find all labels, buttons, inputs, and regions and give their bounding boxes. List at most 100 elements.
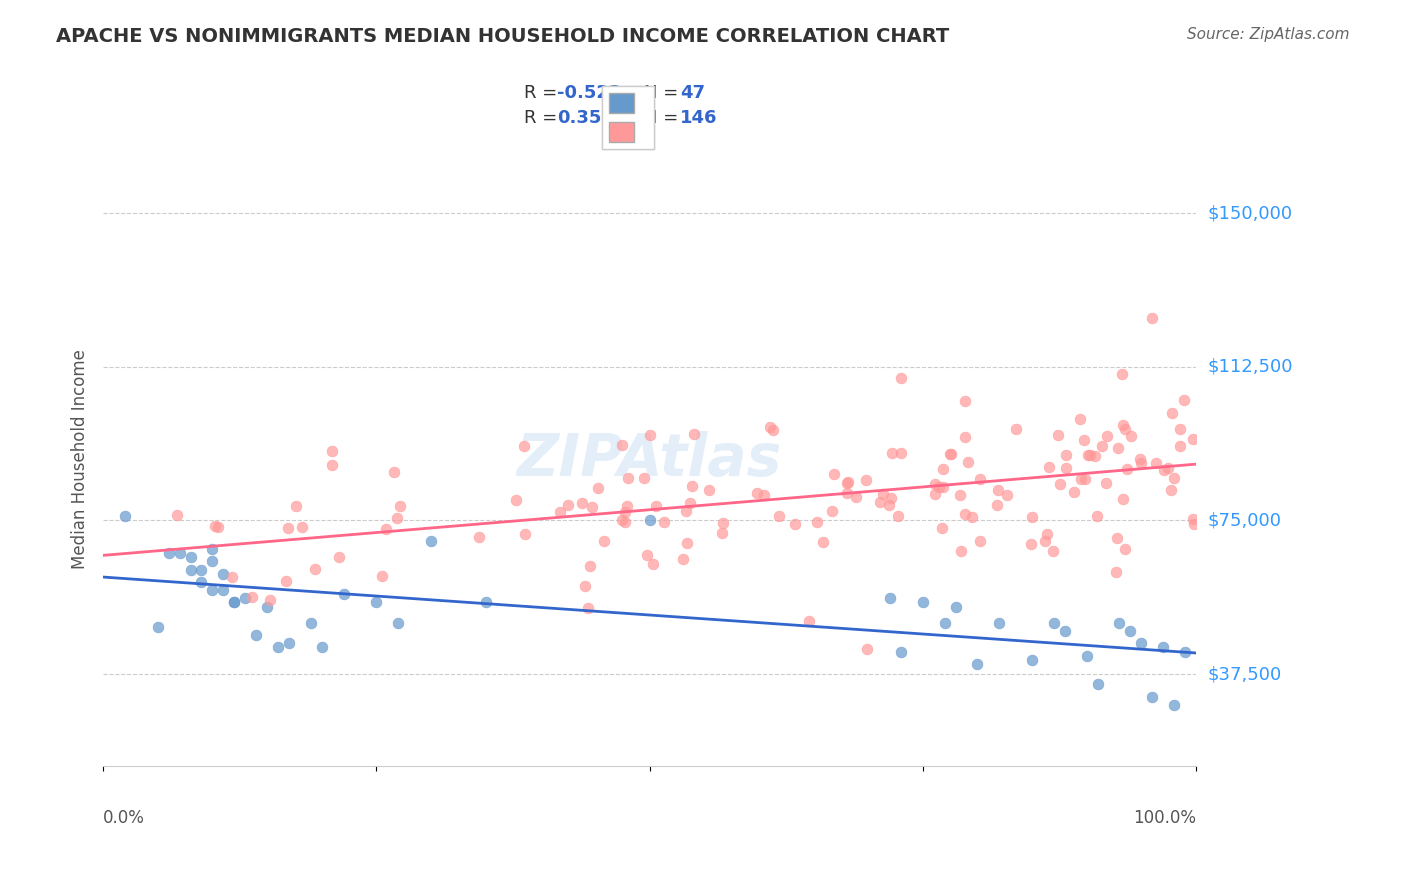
Point: [221, 570, 243, 584]
Point: [166, 508, 188, 522]
Point: [593, 533, 616, 548]
Point: [256, 599, 278, 614]
Point: [332, 587, 354, 601]
Text: $150,000: $150,000: [1208, 204, 1292, 222]
Point: [146, 620, 169, 634]
Text: ZIPAtlas: ZIPAtlas: [517, 431, 782, 488]
Point: [1078, 448, 1101, 462]
Text: N =: N =: [644, 85, 685, 103]
Point: [1074, 472, 1097, 486]
Point: [1144, 456, 1167, 470]
Point: [890, 644, 912, 658]
Point: [675, 503, 697, 517]
Point: [382, 465, 405, 479]
Point: [267, 640, 290, 655]
Point: [1042, 544, 1064, 558]
Point: [955, 429, 977, 443]
Point: [1170, 440, 1192, 454]
Point: [1111, 417, 1133, 432]
Point: [762, 423, 785, 437]
Point: [797, 614, 820, 628]
Point: [1129, 451, 1152, 466]
Point: [190, 563, 212, 577]
Text: 100.0%: 100.0%: [1133, 809, 1197, 828]
Point: [157, 546, 180, 560]
Point: [1153, 463, 1175, 477]
Point: [1115, 462, 1137, 476]
Point: [515, 526, 537, 541]
Point: [1112, 492, 1135, 507]
Point: [932, 462, 955, 476]
Point: [1084, 449, 1107, 463]
Point: [201, 554, 224, 568]
Point: [1004, 422, 1026, 436]
Text: 0.358: 0.358: [557, 109, 613, 127]
Point: [1163, 698, 1185, 712]
Point: [610, 438, 633, 452]
Point: [388, 500, 411, 514]
Point: [855, 641, 877, 656]
Point: [614, 504, 637, 518]
Point: [887, 509, 910, 524]
Point: [224, 595, 246, 609]
Text: 0.0%: 0.0%: [103, 809, 145, 828]
Point: [1107, 442, 1129, 456]
Point: [939, 446, 962, 460]
Point: [745, 486, 768, 500]
Point: [880, 446, 903, 460]
Point: [1095, 476, 1118, 491]
Point: [617, 470, 640, 484]
Point: [1049, 476, 1071, 491]
Point: [1174, 644, 1197, 658]
Point: [180, 550, 202, 565]
Point: [835, 476, 858, 491]
Point: [1036, 526, 1059, 541]
Point: [924, 476, 946, 491]
Point: [277, 521, 299, 535]
Point: [1107, 532, 1129, 546]
Point: [1085, 509, 1108, 524]
Point: [969, 533, 991, 548]
Point: [806, 515, 828, 529]
Point: [1160, 483, 1182, 497]
Point: [180, 563, 202, 577]
Point: [1161, 406, 1184, 420]
Point: [277, 636, 299, 650]
Point: [872, 487, 894, 501]
Y-axis label: Median Household Income: Median Household Income: [72, 349, 89, 569]
Point: [259, 592, 281, 607]
Point: [953, 394, 976, 409]
Point: [276, 574, 298, 589]
Text: -0.523: -0.523: [557, 85, 621, 103]
Text: $75,000: $75,000: [1208, 511, 1281, 530]
Point: [304, 561, 326, 575]
Point: [1087, 677, 1109, 691]
Point: [616, 499, 638, 513]
Point: [652, 516, 675, 530]
Point: [1130, 456, 1153, 470]
Point: [956, 455, 979, 469]
Point: [641, 557, 664, 571]
Point: [987, 483, 1010, 497]
Point: [1119, 624, 1142, 639]
Point: [1173, 393, 1195, 408]
Point: [911, 595, 934, 609]
Point: [1111, 368, 1133, 382]
Point: [960, 510, 983, 524]
Point: [785, 516, 807, 531]
Point: [578, 559, 600, 574]
Point: [1054, 460, 1077, 475]
Point: [1019, 537, 1042, 551]
Point: [1157, 460, 1180, 475]
Point: [879, 591, 901, 606]
Point: [1142, 690, 1164, 704]
Point: [682, 426, 704, 441]
Point: [889, 371, 911, 385]
Point: [201, 542, 224, 557]
Point: [633, 471, 655, 485]
Point: [204, 519, 226, 533]
Point: [1182, 432, 1205, 446]
Point: [581, 500, 603, 515]
Point: [1182, 512, 1205, 526]
Point: [385, 510, 408, 524]
